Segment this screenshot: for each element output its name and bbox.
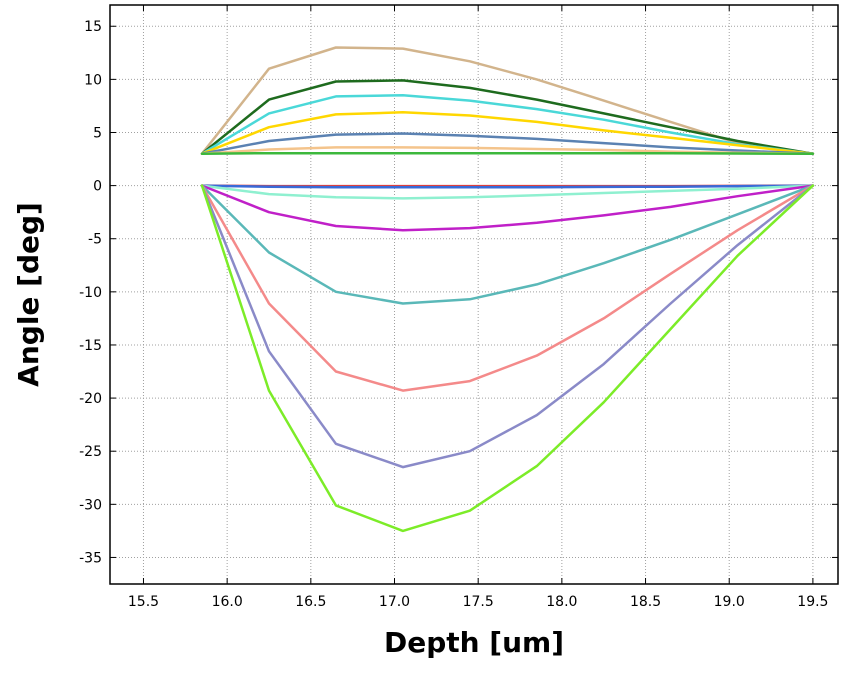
- series-line-series-7: [200, 151, 815, 155]
- plot-area-frame: [109, 4, 839, 585]
- series-line-series-12: [200, 184, 815, 305]
- y-tick-label: 10: [84, 72, 102, 88]
- y-tick-label: -15: [79, 338, 102, 354]
- x-tick-label: 17.5: [463, 594, 494, 610]
- series-line-series-4: [200, 111, 815, 155]
- y-tick-label: 5: [93, 125, 102, 141]
- series-line-series-13: [200, 184, 815, 392]
- series-line-series-3: [200, 94, 815, 155]
- series-line-series-2: [200, 79, 815, 155]
- y-tick-label: -5: [88, 232, 102, 248]
- x-tick-label: 19.0: [714, 594, 745, 610]
- series-line-series-14: [200, 184, 815, 469]
- y-tick-label: -35: [79, 550, 102, 566]
- x-tick-label: 18.0: [546, 594, 577, 610]
- series-line-series-15: [200, 184, 815, 533]
- x-tick-label: 15.5: [128, 594, 159, 610]
- series-line-series-11: [200, 184, 815, 232]
- series-line-series-9: [200, 184, 815, 189]
- y-tick-label: 15: [84, 19, 102, 35]
- series-line-series-5: [200, 132, 815, 155]
- x-tick-label: 16.0: [212, 594, 243, 610]
- y-tick-label: -25: [79, 444, 102, 460]
- x-axis-title: Depth [um]: [384, 626, 564, 659]
- x-tick-label: 18.5: [630, 594, 661, 610]
- y-axis-title: Angle [deg]: [12, 202, 45, 387]
- series-line-series-1: [200, 46, 815, 155]
- y-tick-label: -10: [79, 285, 102, 301]
- x-tick-label: 17.0: [379, 594, 410, 610]
- y-tick-label: -20: [79, 391, 102, 407]
- series-line-series-10: [200, 184, 815, 200]
- y-tick-label: -30: [79, 497, 102, 513]
- x-tick-label: 16.5: [295, 594, 326, 610]
- x-tick-label: 19.5: [797, 594, 828, 610]
- axis-ticks: 15.5 16.0 16.5 17.0 17.5 18.0 18.5 19.0 19.5 15 10…: [79, 5, 838, 610]
- y-tick-label: 0: [93, 179, 102, 195]
- series-lines: [200, 46, 815, 533]
